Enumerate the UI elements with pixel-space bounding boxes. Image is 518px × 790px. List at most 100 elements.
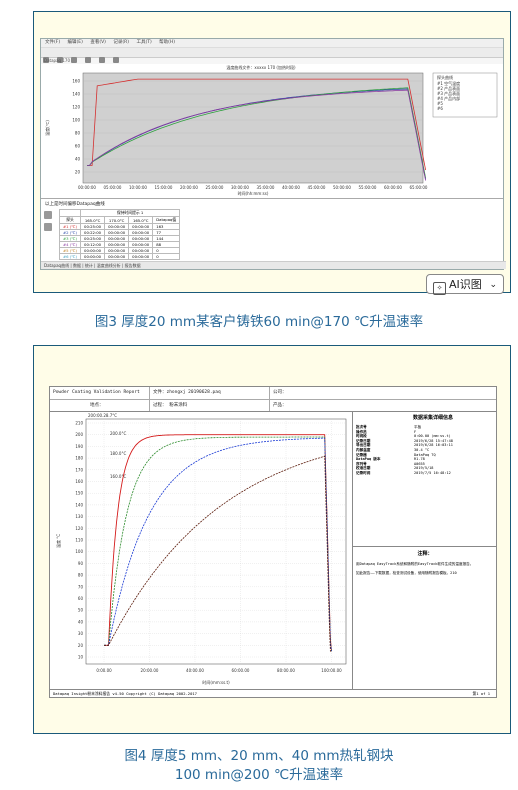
y-axis-label: 温度 °C	[55, 534, 61, 548]
y-tick-label: 90	[78, 561, 84, 566]
print-icon[interactable]	[85, 57, 92, 63]
info-key: 批次号	[356, 425, 367, 429]
y-tick-label: 100	[75, 549, 83, 554]
hold-time-table: 保持时间提示 1 探头 165.0°C 170.0°C 165.0°C Data…	[58, 209, 181, 260]
info-row: 记录时间 2019/7/5 16:48:12	[353, 471, 497, 476]
status-bar[interactable]: Datapaq曲线 | 数据 | 统计 | 温度曲线分析 | 报告数据	[41, 261, 506, 269]
x-tick-label: 45:00:00	[308, 185, 326, 190]
menu-record[interactable]: 记录(R)	[113, 40, 130, 45]
info-row: 导出日期 2019/6/28 16:03:11	[353, 443, 497, 448]
legend-item-4: #4 产品内部	[437, 95, 460, 101]
menu-help[interactable]: 帮助(H)	[159, 40, 176, 45]
x-tick-label: 25:00:00	[206, 185, 224, 190]
series-probe-4	[87, 89, 426, 181]
marker-200: 200.0°C	[110, 431, 126, 436]
y-tick-label: 170	[75, 467, 83, 472]
table-cell: 00:00:00	[104, 229, 130, 236]
y-tick-label: 130	[75, 514, 83, 519]
top-marker: 200:00.28.7°C	[88, 413, 117, 418]
help-icon[interactable]	[113, 57, 120, 63]
zoom-icon[interactable]	[99, 57, 106, 63]
info-row: 内部温度 30.4 °C	[353, 448, 497, 453]
info-row: 记录日期 2019/6/28 15:47:48	[353, 439, 497, 444]
info-row: 序列号 A0655	[353, 462, 497, 467]
report-file: 文件：zhongxj 20190628.paq	[150, 387, 270, 399]
figure4-caption-line1: 图4 厚度5 mm、20 mm、40 mm热轧钢块	[124, 748, 394, 764]
table-cell: 00:00:00	[104, 235, 130, 242]
file-label: 文件：	[153, 390, 167, 395]
table-cell: 00:00:00	[80, 253, 106, 260]
plot-area	[82, 72, 424, 184]
table-cell: 00:12:00	[80, 241, 106, 248]
y-tick-label: 180	[75, 456, 83, 461]
table-cell: 00:25:00	[80, 235, 106, 242]
home-icon[interactable]	[44, 211, 52, 219]
x-tick-label: 40:00:00	[282, 185, 300, 190]
y-tick-label: 150	[75, 491, 83, 496]
document-tab[interactable]: Datapaq 170	[41, 58, 503, 64]
info-key: 内部温度	[356, 447, 371, 452]
menu-view[interactable]: 查看(V)	[90, 40, 106, 45]
info-value: F	[414, 429, 417, 434]
figure4-frame: Powder Coating Validation Report 文件：zhon…	[33, 345, 511, 734]
info-title: 数据采集详细信息	[413, 415, 454, 421]
menu-edit[interactable]: 编辑(E)	[67, 40, 83, 45]
figure3-caption: 图3 厚度20 mm某客户铸铁60 min@170 ℃升温速率	[94, 314, 424, 330]
report-company: 公司：	[273, 390, 287, 395]
y-tick-label: 100	[72, 118, 80, 123]
save-icon[interactable]	[71, 57, 78, 63]
table-group-header: 保持时间提示 1	[80, 209, 181, 217]
table-cell: 00:00:00	[104, 247, 130, 254]
software-window: 文件(F) 编辑(E) 查看(V) 记录(R) 工具(T) 帮助(H) Data…	[40, 38, 506, 270]
y-tick-label: 50	[78, 608, 84, 613]
report-header: Powder Coating Validation Report 文件：zhon…	[50, 387, 496, 412]
notes-body: 用Datapaq EasyTrack系统和随附的EasyTrack软件生成的温度…	[356, 561, 474, 566]
y-tick-label: 70	[78, 584, 84, 589]
y-tick-label: 40	[75, 157, 81, 162]
y-tick-label: 160	[72, 79, 80, 84]
report-title: Powder Coating Validation Report	[50, 387, 150, 399]
table-corner	[58, 209, 82, 217]
figure4-caption-line2: 100 min@200 ℃升温速率	[174, 767, 344, 783]
series-5mm	[104, 434, 332, 652]
info-panel: 数据采集详细信息 批次号 平板 操作员 F 时间段 0:00.00 (mm:ss.t) 记录…	[352, 411, 497, 689]
menu-file[interactable]: 文件(F)	[45, 40, 61, 45]
y-axis-label: 温度(℃)	[44, 120, 50, 136]
x-tick-label: 40:00.00	[186, 668, 204, 673]
info-key: 记录日期	[356, 438, 371, 443]
y-tick-label: 190	[75, 444, 83, 449]
table-cell: 00:00:00	[104, 223, 130, 230]
legend-title: 探头曲线	[437, 74, 453, 80]
info-row: 记录器 DataPaq TQ	[353, 453, 497, 458]
report-process: 过程： 粉末涂料	[150, 399, 270, 411]
menu-tools[interactable]: 工具(T)	[136, 40, 152, 45]
info-value: 2019/6/28 15:47:48	[414, 438, 453, 443]
info-row: 校准日期 2019/5/18	[353, 466, 497, 471]
table-cell: 00:00:00	[104, 253, 130, 260]
export-icon[interactable]	[44, 223, 52, 231]
info-row: 操作员 F	[353, 430, 497, 435]
y-tick-label: 20	[78, 643, 84, 648]
info-row: 时间段 0:00.00 (mm:ss.t)	[353, 434, 497, 439]
info-key: 导出日期	[356, 443, 371, 448]
legend-item-3: #3 产品表面	[437, 90, 460, 96]
validation-report: Powder Coating Validation Report 文件：zhon…	[49, 386, 497, 698]
table-cell: 00:00:00	[128, 241, 154, 248]
legend-item-1: #1 空气温度	[437, 80, 460, 86]
x-tick-label: 80:00.00	[277, 668, 295, 673]
chevron-down-icon: ⌄	[489, 280, 497, 290]
legend-item-2: #2 产品表面	[437, 85, 460, 91]
x-tick-label: 20:00.00	[141, 668, 159, 673]
ai-recognize-button[interactable]: ✧ AI识图 ⌄	[426, 274, 504, 295]
bottom-panel: 以上是时间偏移Datapaq曲线 保持时间提示 1 探头 165.0°C 170…	[41, 198, 503, 263]
y-tick-label: 200	[75, 432, 83, 437]
info-row: 批次号 平板	[353, 425, 497, 430]
ai-button-label: AI识图	[449, 278, 482, 291]
info-value: 30.4 °C	[414, 447, 430, 452]
y-tick-label: 120	[75, 526, 83, 531]
table-cell: 0	[152, 253, 181, 260]
marker-160: 160.0°C	[110, 474, 126, 479]
x-axis-label: 时间(hh:mm:ss)	[238, 190, 269, 196]
y-tick-label: 210	[75, 421, 83, 426]
x-tick-label: 10:00:00	[129, 185, 147, 190]
